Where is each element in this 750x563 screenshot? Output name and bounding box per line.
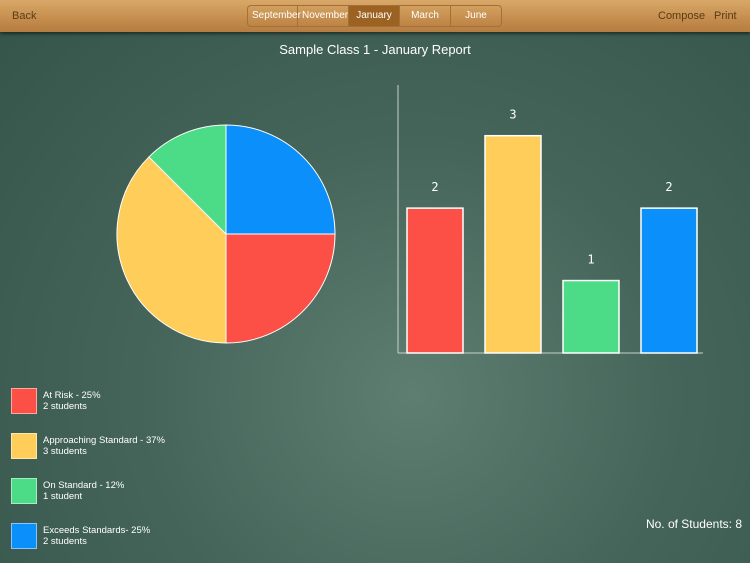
bar — [406, 207, 464, 354]
bar — [640, 207, 698, 354]
page-title: Sample Class 1 - January Report — [279, 42, 471, 57]
tab-march[interactable]: March — [400, 6, 451, 26]
legend-item: Approaching Standard - 37% 3 students — [11, 433, 251, 460]
bar-data-label: 3 — [509, 108, 516, 122]
legend-swatch — [11, 433, 37, 459]
pie-slice — [225, 124, 336, 235]
legend-item: On Standard - 12% 1 student — [11, 478, 251, 505]
pie-slice — [148, 124, 227, 236]
legend-students: 1 student — [43, 491, 83, 502]
legend-label: On Standard - 12% — [43, 480, 125, 491]
legend-label: Exceeds Standards- 25% — [43, 525, 151, 536]
tab-january[interactable]: January — [349, 6, 400, 26]
legend-students: 3 students — [43, 446, 87, 457]
legend-item: At Risk - 25% 2 students — [11, 388, 251, 415]
legend-swatch — [11, 523, 37, 549]
legend-swatch — [11, 388, 37, 414]
back-button[interactable]: Back — [12, 10, 37, 22]
month-segmented-control: September November January March June — [247, 5, 502, 27]
tab-november[interactable]: November — [298, 6, 349, 26]
pie-slice — [116, 156, 227, 344]
tab-june[interactable]: June — [465, 10, 487, 21]
legend-item: Exceeds Standards- 25% 2 students — [11, 523, 251, 550]
legend-label: Approaching Standard - 37% — [43, 435, 165, 446]
bar-data-label: 2 — [665, 180, 672, 194]
tab-september[interactable]: September — [248, 6, 301, 26]
student-count: No. of Students: 8 — [645, 517, 742, 531]
print-button[interactable]: Print — [714, 10, 737, 22]
bar-data-label: 1 — [587, 253, 594, 267]
legend-swatch — [11, 478, 37, 504]
pie-slice — [225, 233, 336, 344]
legend-students: 2 students — [43, 401, 87, 412]
compose-button[interactable]: Compose — [658, 10, 706, 22]
bar — [484, 134, 542, 354]
bar-data-label: 2 — [431, 180, 438, 194]
toolbar: Back September November January March Ju… — [0, 0, 750, 32]
legend-students: 2 students — [43, 536, 87, 547]
bar — [562, 279, 620, 354]
legend-label: At Risk - 25% — [43, 390, 101, 401]
